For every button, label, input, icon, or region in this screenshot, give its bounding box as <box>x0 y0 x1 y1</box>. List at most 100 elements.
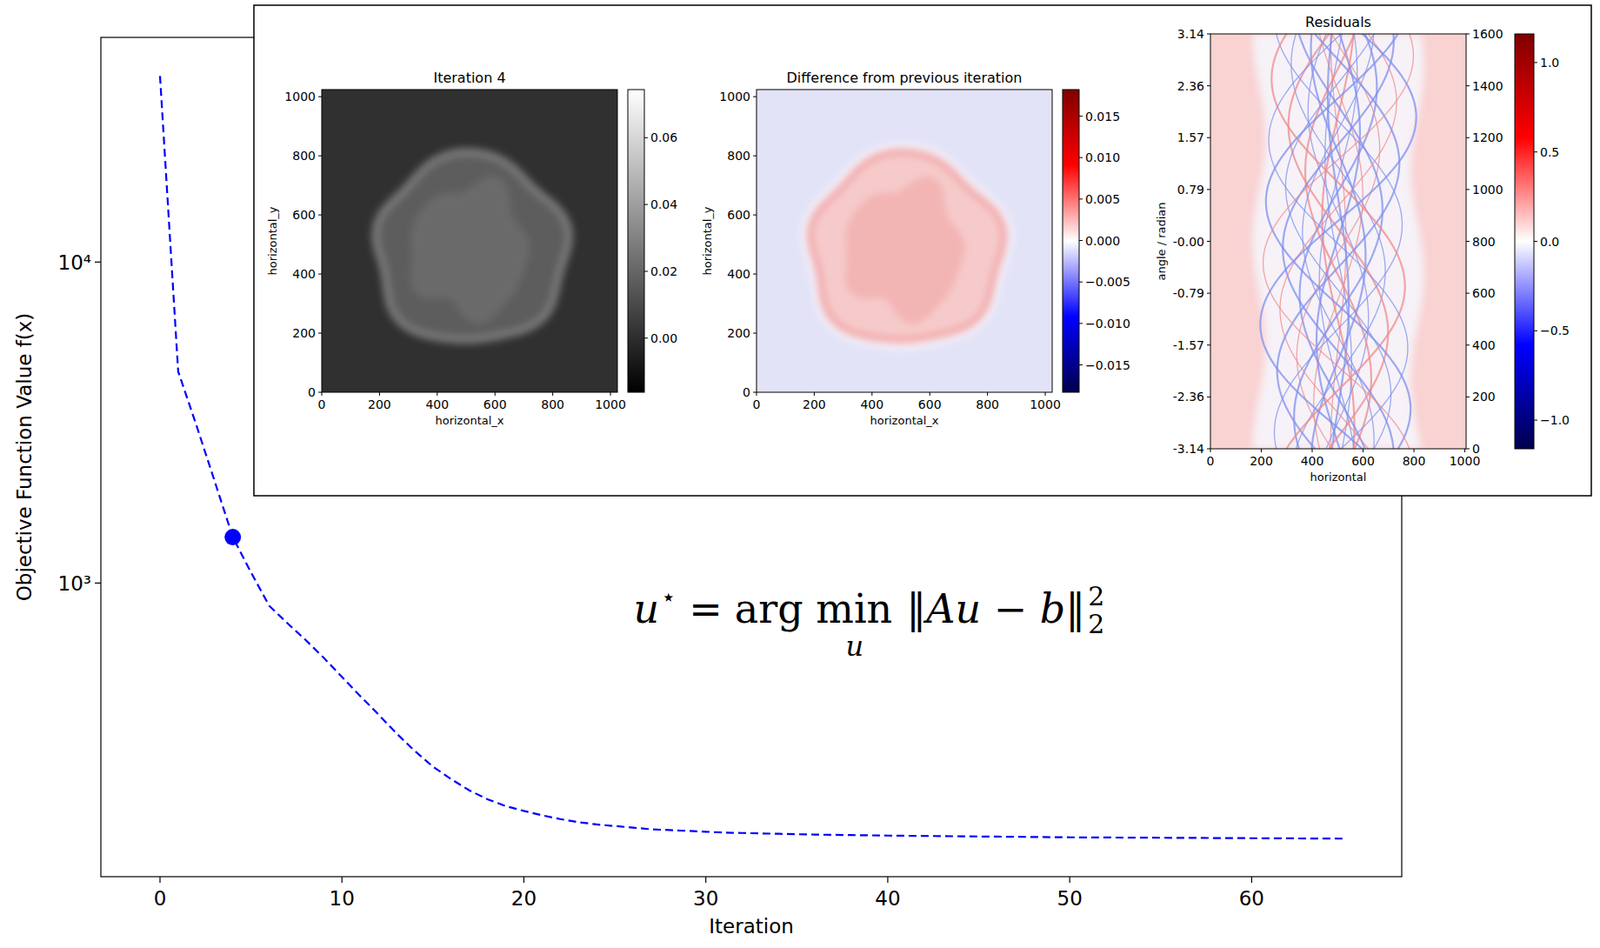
image-stripe <box>1288 33 1389 449</box>
y2-tick-label: 800 <box>1472 234 1496 249</box>
image-content <box>321 89 618 393</box>
y-tick-label: -2.36 <box>1173 389 1205 404</box>
x-axis-title: horizontal_x <box>434 413 504 427</box>
image-frame <box>1210 33 1467 449</box>
x-tick-label: 50 <box>1057 886 1083 910</box>
y2-tick <box>1466 240 1470 242</box>
colorbar-tick-label: −0.005 <box>1085 274 1131 289</box>
y-tick-label: 1000 <box>719 89 751 104</box>
image-stripe <box>1307 33 1368 449</box>
y-tick-label: -3.14 <box>1173 441 1205 456</box>
colorbar-tick-label: 0.5 <box>1540 145 1560 160</box>
equation-superscript: 2 <box>1087 580 1105 612</box>
colorbar-range <box>1514 33 1534 449</box>
x-tick-label: 0 <box>753 397 761 412</box>
y-tick <box>753 155 757 157</box>
x-tick-label: 200 <box>802 397 827 412</box>
x-tick-label: 20 <box>511 886 537 910</box>
x-tick-label: 60 <box>1239 886 1265 910</box>
y-axis-title: angle / radian <box>1154 201 1168 280</box>
image-stripe <box>1282 33 1394 449</box>
y2-tick-label: 0 <box>1472 441 1480 456</box>
y-tick-label: -1.57 <box>1173 338 1205 353</box>
image-object <box>375 152 570 340</box>
x-tick <box>1045 392 1047 396</box>
equation-lhs: u <box>633 585 660 633</box>
x-tick <box>1069 876 1071 883</box>
image-background <box>1210 33 1467 449</box>
colorbar-range <box>1062 89 1080 393</box>
colorbar-tick <box>1533 330 1538 332</box>
panel-title: Iteration 4 <box>433 69 506 87</box>
colorbar-tick <box>644 270 648 272</box>
y-tick <box>318 155 322 157</box>
equation-expression: ‖Au − b‖ <box>906 585 1086 633</box>
x-tick <box>1312 448 1314 453</box>
y-tick <box>753 333 757 334</box>
equation: u⋆=arg minu‖Au − b‖22 <box>633 580 1106 663</box>
x-tick <box>986 392 988 396</box>
x-tick <box>1210 448 1212 453</box>
y2-tick-label: 1000 <box>1472 182 1504 197</box>
colorbar <box>1062 89 1080 393</box>
y-tick-label: 0 <box>742 385 751 400</box>
y-tick-label: 3.14 <box>1177 26 1205 41</box>
x-tick-label: 10 <box>329 886 355 910</box>
y2-tick <box>1466 448 1470 450</box>
x-tick <box>929 392 931 396</box>
x-tick <box>756 392 758 396</box>
y2-tick-label: 1400 <box>1472 79 1504 94</box>
x-tick-label: 800 <box>1402 453 1427 468</box>
image-object-inner <box>845 176 965 325</box>
colorbar-tick-label: 0.06 <box>650 130 678 145</box>
y-tick <box>94 261 101 263</box>
image-stripe <box>1266 33 1411 449</box>
image-content <box>756 89 1053 393</box>
x-tick <box>871 392 873 396</box>
y-tick <box>753 96 757 98</box>
x-tick <box>494 392 496 396</box>
figure: 010203040506010³10⁴IterationObjective Fu… <box>0 0 1600 948</box>
x-tick <box>1464 448 1466 453</box>
y-tick <box>94 582 101 584</box>
colorbar-tick-label: 0.04 <box>650 197 678 212</box>
colorbar-tick <box>1533 151 1538 153</box>
x-tick <box>523 876 525 883</box>
y-tick-label: 0.79 <box>1177 182 1205 197</box>
x-tick-label: 1000 <box>1029 397 1061 412</box>
colorbar-tick-label: 0.010 <box>1085 150 1120 165</box>
y2-tick <box>1466 33 1470 35</box>
x-tick <box>886 876 888 883</box>
x-tick <box>1260 448 1262 453</box>
y-tick <box>318 333 322 334</box>
x-tick-label: 800 <box>540 397 565 412</box>
x-tick-label: 30 <box>693 886 719 910</box>
x-axis-title: horizontal <box>1310 470 1367 484</box>
x-tick <box>159 876 160 883</box>
y-tick <box>318 214 322 216</box>
y-tick <box>753 214 757 216</box>
equation-operator: arg min <box>734 585 893 633</box>
y-tick <box>1206 293 1211 294</box>
panel-title: Residuals <box>1305 13 1372 31</box>
colorbar <box>1514 33 1534 449</box>
y2-tick <box>1466 344 1470 346</box>
image-halo <box>801 143 1013 350</box>
y-tick <box>318 96 322 98</box>
y-tick <box>1206 33 1211 35</box>
y-tick <box>1206 85 1211 87</box>
y-tick-label: -0.79 <box>1173 286 1205 300</box>
y-tick <box>1206 448 1211 450</box>
colorbar-tick <box>1079 322 1083 324</box>
x-tick-label: 400 <box>860 397 884 412</box>
y-tick <box>753 273 757 275</box>
colorbar <box>627 89 645 393</box>
x-tick-label: 40 <box>874 886 900 910</box>
x-tick-label: 200 <box>1249 453 1274 468</box>
image-frame <box>321 89 618 393</box>
equation-subscript: 2 <box>1087 608 1105 640</box>
y2-tick <box>1466 85 1470 87</box>
y-tick <box>1206 344 1211 346</box>
image-background <box>756 89 1053 393</box>
x-axis-title: Iteration <box>708 914 794 938</box>
